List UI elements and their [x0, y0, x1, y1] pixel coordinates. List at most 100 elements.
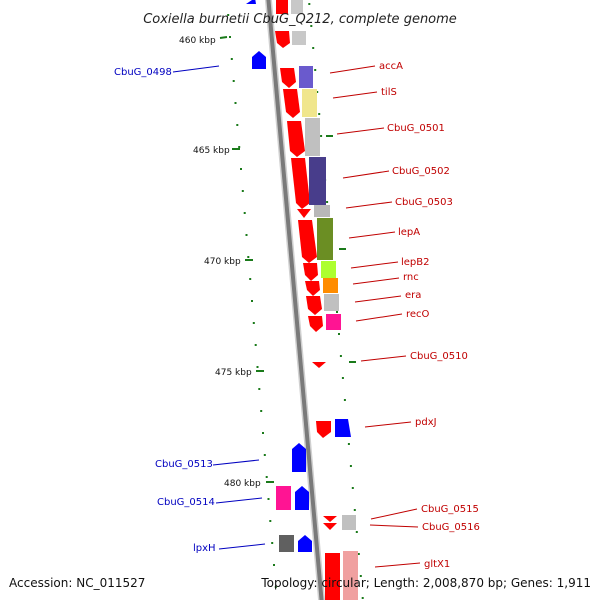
gene-label[interactable]: era [405, 290, 421, 301]
label-leaders-right [329, 65, 421, 568]
genome-backbone-core [266, 0, 324, 600]
gene-label[interactable]: tilS [381, 87, 397, 98]
track-dot [269, 520, 272, 522]
gene-label[interactable]: accA [379, 61, 403, 72]
track-dot [232, 80, 235, 82]
gene-arrow-reverse[interactable] [295, 486, 309, 510]
gene-label[interactable]: CbuG_0503 [395, 197, 453, 208]
gene-feature-gltX1[interactable] [343, 551, 358, 600]
leader-line [329, 65, 376, 74]
gene-arrow-forward[interactable] [323, 523, 337, 530]
gene-arrow-forward[interactable] [306, 296, 322, 315]
track-dot [249, 278, 252, 280]
gene-arrow-forward[interactable] [275, 31, 290, 48]
track-dot [314, 69, 317, 71]
gene-arrow-forward[interactable] [325, 553, 340, 600]
track-dot [353, 509, 356, 511]
gene-feature-CbuG_0501[interactable] [305, 118, 320, 156]
leader-line [332, 91, 378, 99]
gene-label[interactable]: CbuG_0516 [422, 522, 480, 533]
ruler-tick [219, 36, 228, 39]
gene-arrow-forward[interactable] [323, 516, 337, 522]
gene-label[interactable]: lepA [398, 227, 420, 238]
gene-arrow-forward[interactable] [287, 121, 305, 157]
track-dot [318, 113, 321, 115]
gene-arrow-forward[interactable] [283, 89, 300, 118]
gene-feature-lpxH[interactable] [279, 535, 294, 552]
gene-arrow-reverse[interactable] [298, 535, 312, 552]
gene-feature[interactable] [292, 31, 306, 45]
gene-label[interactable]: CbuG_0501 [387, 123, 445, 134]
gene-feature-lepA[interactable] [317, 218, 333, 260]
leader-line [172, 65, 220, 73]
track-dot [258, 388, 261, 390]
gene-feature-tilS[interactable] [302, 89, 317, 117]
track-dot [341, 377, 344, 379]
gene-label[interactable]: CbuG_0513 [155, 459, 213, 470]
forward-strand-genes [280, 68, 340, 600]
leader-line [360, 355, 407, 362]
track-dot [252, 322, 255, 324]
gene-label[interactable]: pdxJ [415, 417, 437, 428]
ruler-label: 470 kbp [204, 257, 241, 267]
gene-arrow-forward[interactable] [312, 362, 326, 368]
leader-line [364, 421, 412, 428]
gene-arrow-reverse[interactable] [292, 443, 306, 472]
cog-features [299, 66, 358, 600]
track-dot [326, 201, 329, 203]
track-dot [260, 410, 263, 412]
track-dot [347, 443, 350, 445]
gene-label[interactable]: CbuG_0514 [157, 497, 215, 508]
gene-feature-lepB2[interactable] [321, 261, 336, 278]
track-dot [336, 311, 338, 313]
gene-label[interactable]: CbuG_0502 [392, 166, 450, 177]
gene-arrow-forward[interactable] [297, 209, 311, 218]
gene-feature-CbuG_0503[interactable] [314, 205, 330, 217]
gene-label[interactable]: CbuG_0510 [410, 351, 468, 362]
gene-label[interactable]: gltX1 [424, 559, 450, 570]
gene-label[interactable]: CbuG_0498 [114, 67, 172, 78]
track-dot [267, 498, 270, 500]
gene-feature-pdxJ[interactable] [335, 419, 351, 437]
track-dot [251, 300, 253, 302]
gene-label[interactable]: rnc [403, 272, 419, 283]
gene-clipped-top[interactable] [246, 0, 303, 14]
track-dot [263, 454, 266, 456]
track-dot [310, 25, 313, 27]
track-dot [229, 36, 231, 38]
track-dot [273, 564, 275, 566]
gene-label[interactable]: lepB2 [401, 257, 430, 268]
gene-arrow-reverse[interactable] [252, 51, 266, 69]
ruler-label: 465 kbp [193, 146, 230, 156]
track-dot [351, 487, 354, 489]
gene-feature-CbuG_0514[interactable] [276, 486, 291, 510]
gene-arrow-forward[interactable] [280, 68, 296, 88]
gene-arrow-forward[interactable] [303, 263, 318, 281]
gene-arrow-forward[interactable] [308, 316, 323, 332]
gene-label[interactable]: lpxH [193, 543, 216, 554]
gene-arrow [246, 0, 256, 4]
gene-label[interactable]: recO [406, 309, 430, 320]
track-dot [265, 476, 268, 478]
gene-segment [291, 0, 303, 14]
leader-line [345, 201, 393, 209]
gene-feature-recO[interactable] [326, 314, 341, 330]
track-dot [359, 575, 362, 577]
track-dot [238, 146, 241, 148]
ruler-label: 460 kbp [179, 36, 216, 46]
gene-arrow-forward[interactable] [298, 220, 317, 263]
gene-feature-rnc[interactable] [323, 278, 338, 293]
gene-feature-accA[interactable] [299, 66, 313, 88]
gene-feature-CbuG_0502[interactable] [309, 157, 326, 205]
gene-arrow-forward[interactable] [291, 158, 310, 209]
gene-feature-CbuG_0515[interactable] [342, 515, 356, 530]
gene-feature-era[interactable] [324, 294, 339, 311]
gene-arrow-forward[interactable] [316, 421, 331, 438]
gene-label[interactable]: CbuG_0515 [421, 504, 479, 515]
track-dot [361, 597, 364, 599]
gene-arrow-forward[interactable] [305, 281, 320, 296]
track-dot [247, 256, 250, 258]
track-dot [312, 47, 315, 49]
accession-text: Accession: NC_011527 [9, 576, 145, 590]
